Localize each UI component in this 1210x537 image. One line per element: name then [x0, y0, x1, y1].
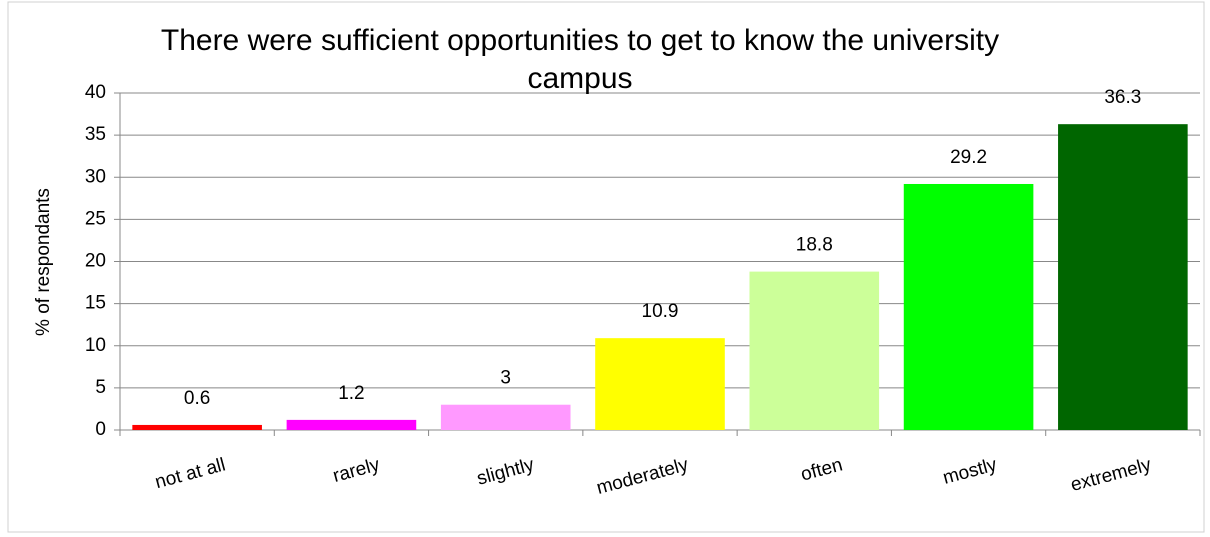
bar	[440, 404, 571, 430]
bar	[595, 338, 725, 430]
y-tick-label: 20	[85, 251, 106, 272]
bar	[286, 419, 417, 430]
bar	[1058, 124, 1188, 431]
y-tick-label: 0	[95, 419, 106, 440]
data-label: 18.8	[796, 235, 833, 256]
data-label: 29.2	[950, 147, 987, 168]
y-axis-label: % of respondants	[33, 188, 54, 336]
y-tick-label: 10	[85, 335, 106, 356]
y-tick-label: 25	[85, 208, 106, 229]
bar	[132, 424, 262, 430]
chart-title: There were sufficient opportunities to g…	[160, 24, 1000, 95]
y-tick-label: 40	[85, 82, 106, 103]
y-tick-label: 30	[85, 166, 106, 187]
y-tick-label: 5	[95, 377, 106, 398]
y-tick-label: 15	[85, 293, 106, 314]
data-label: 1.2	[338, 383, 364, 404]
data-label: 0.6	[184, 388, 210, 409]
data-label: 3	[500, 368, 511, 389]
data-label: 36.3	[1104, 87, 1141, 108]
bar	[749, 271, 880, 430]
y-tick-label: 35	[85, 124, 106, 145]
bar	[903, 183, 1034, 430]
data-label: 10.9	[642, 301, 679, 322]
